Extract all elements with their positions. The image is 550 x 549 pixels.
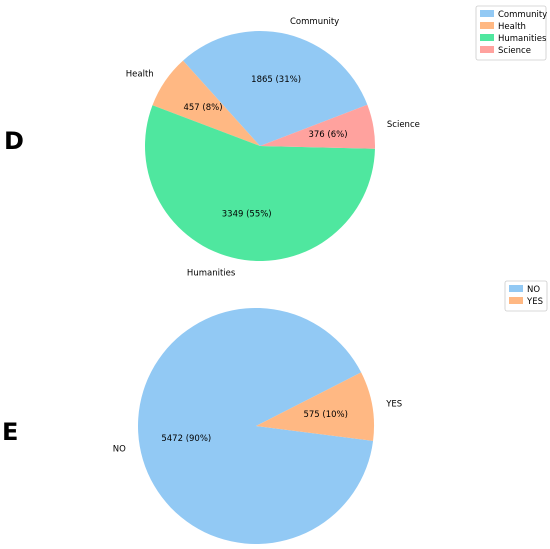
legend-e: NO YES bbox=[504, 280, 548, 312]
legend-e-label-yes: YES bbox=[526, 297, 543, 307]
legend-d-swatch-health bbox=[480, 22, 494, 29]
legend-d-label-health: Health bbox=[498, 22, 526, 32]
pie-chart-d: 1865 (31%) Community 457 (8%) Health 3349 (5… bbox=[126, 17, 420, 279]
pie-e-category-label-yes: YES bbox=[385, 399, 402, 409]
pie-d-category-label-humanities: Humanities bbox=[187, 268, 236, 278]
pie-d-category-label-health: Health bbox=[126, 69, 154, 79]
pie-d-pct-label-community: 1865 (31%) bbox=[251, 75, 301, 85]
pie-e-category-label-no: NO bbox=[113, 445, 126, 455]
legend-e-swatch-yes bbox=[509, 297, 523, 304]
pie-d-pct-label-health: 457 (8%) bbox=[183, 103, 222, 113]
legend-d-label-science: Science bbox=[498, 46, 531, 56]
pie-e-slice-yes bbox=[256, 372, 374, 441]
pie-d-pct-label-science: 376 (6%) bbox=[308, 130, 347, 140]
legend-d: Community Health Humanities Science bbox=[475, 5, 547, 61]
pie-d-slice-health bbox=[152, 60, 260, 146]
pie-d-slice-science bbox=[260, 104, 376, 149]
legend-d-swatch-science bbox=[480, 46, 494, 53]
pie-e-pct-label-yes: 575 (10%) bbox=[303, 410, 347, 420]
legend-e-swatch-no bbox=[509, 285, 523, 292]
legend-d-label-community: Community bbox=[498, 10, 547, 20]
legend-d-swatch-humanities bbox=[480, 34, 494, 41]
legend-d-label-humanities: Humanities bbox=[498, 34, 547, 44]
pie-d-slice-humanities bbox=[145, 105, 375, 261]
panel-letter-d: D bbox=[4, 127, 24, 155]
pie-e-pct-label-no: 5472 (90%) bbox=[161, 434, 211, 444]
pie-d-slice-community bbox=[183, 30, 368, 146]
pie-chart-e: 5472 (90%) NO 575 (10%) YES bbox=[113, 307, 402, 544]
panel-letter-e: E bbox=[2, 418, 18, 446]
legend-d-swatch-community bbox=[480, 10, 494, 17]
pie-d-category-label-science: Science bbox=[387, 120, 420, 130]
pie-e-slice-no bbox=[137, 307, 374, 544]
legend-e-label-no: NO bbox=[527, 285, 540, 295]
pie-d-pct-label-humanities: 3349 (55%) bbox=[222, 210, 272, 220]
pie-d-category-label-community: Community bbox=[290, 17, 339, 27]
